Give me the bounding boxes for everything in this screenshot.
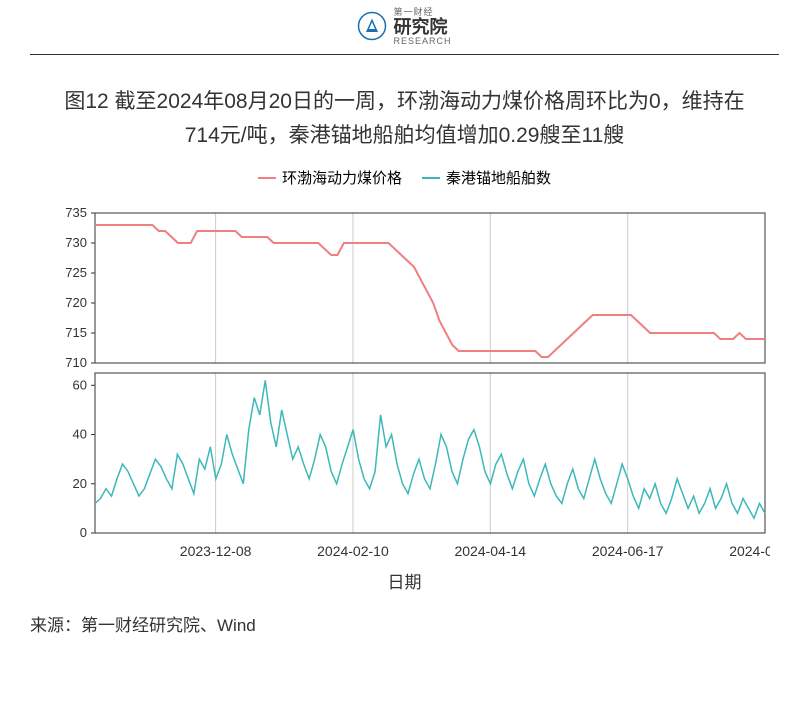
svg-text:730: 730	[65, 235, 87, 250]
legend-label-1: 环渤海动力煤价格	[282, 167, 402, 188]
chart-top: 710 715 720 725 730 735	[50, 208, 770, 368]
svg-text:2024-08-20: 2024-08-20	[729, 543, 770, 559]
logo: 第一财经 研究院 RESEARCH	[357, 5, 451, 46]
brand-sub: RESEARCH	[393, 36, 451, 46]
svg-text:710: 710	[65, 355, 87, 368]
svg-text:20: 20	[73, 476, 87, 491]
chart-bottom: 0 20 40 60	[50, 368, 770, 538]
source-text: 来源：第一财经研究院、Wind	[30, 611, 779, 636]
svg-text:2023-12-08: 2023-12-08	[180, 543, 252, 559]
logo-icon	[357, 11, 387, 41]
svg-text:2024-04-14: 2024-04-14	[454, 543, 526, 559]
svg-text:715: 715	[65, 325, 87, 340]
svg-text:40: 40	[73, 427, 87, 442]
legend: 环渤海动力煤价格 秦港锚地船舶数	[0, 167, 809, 188]
chart-area: 710715720725730735 0204060 2023-12-08202…	[50, 208, 779, 566]
legend-item-ship-count: 秦港锚地船舶数	[422, 167, 551, 188]
svg-text:60: 60	[73, 377, 87, 392]
svg-text:2024-02-10: 2024-02-10	[317, 543, 389, 559]
svg-text:2024-06-17: 2024-06-17	[592, 543, 664, 559]
legend-line-2	[422, 177, 440, 179]
svg-text:720: 720	[65, 295, 87, 310]
svg-text:0: 0	[80, 525, 87, 538]
brand-main: 研究院	[393, 18, 451, 36]
svg-text:735: 735	[65, 208, 87, 220]
legend-item-coal-price: 环渤海动力煤价格	[258, 167, 402, 188]
svg-text:725: 725	[65, 265, 87, 280]
legend-label-2: 秦港锚地船舶数	[446, 167, 551, 188]
x-axis: 2023-12-08 2024-02-10 2024-04-14 2024-06-17…	[50, 538, 770, 566]
header: 第一财经 研究院 RESEARCH	[30, 0, 779, 55]
chart-title: 图12 截至2024年08月20日的一周，环渤海动力煤价格周环比为0，维持在71…	[60, 85, 749, 152]
x-axis-label: 日期	[0, 568, 809, 593]
legend-line-1	[258, 177, 276, 179]
